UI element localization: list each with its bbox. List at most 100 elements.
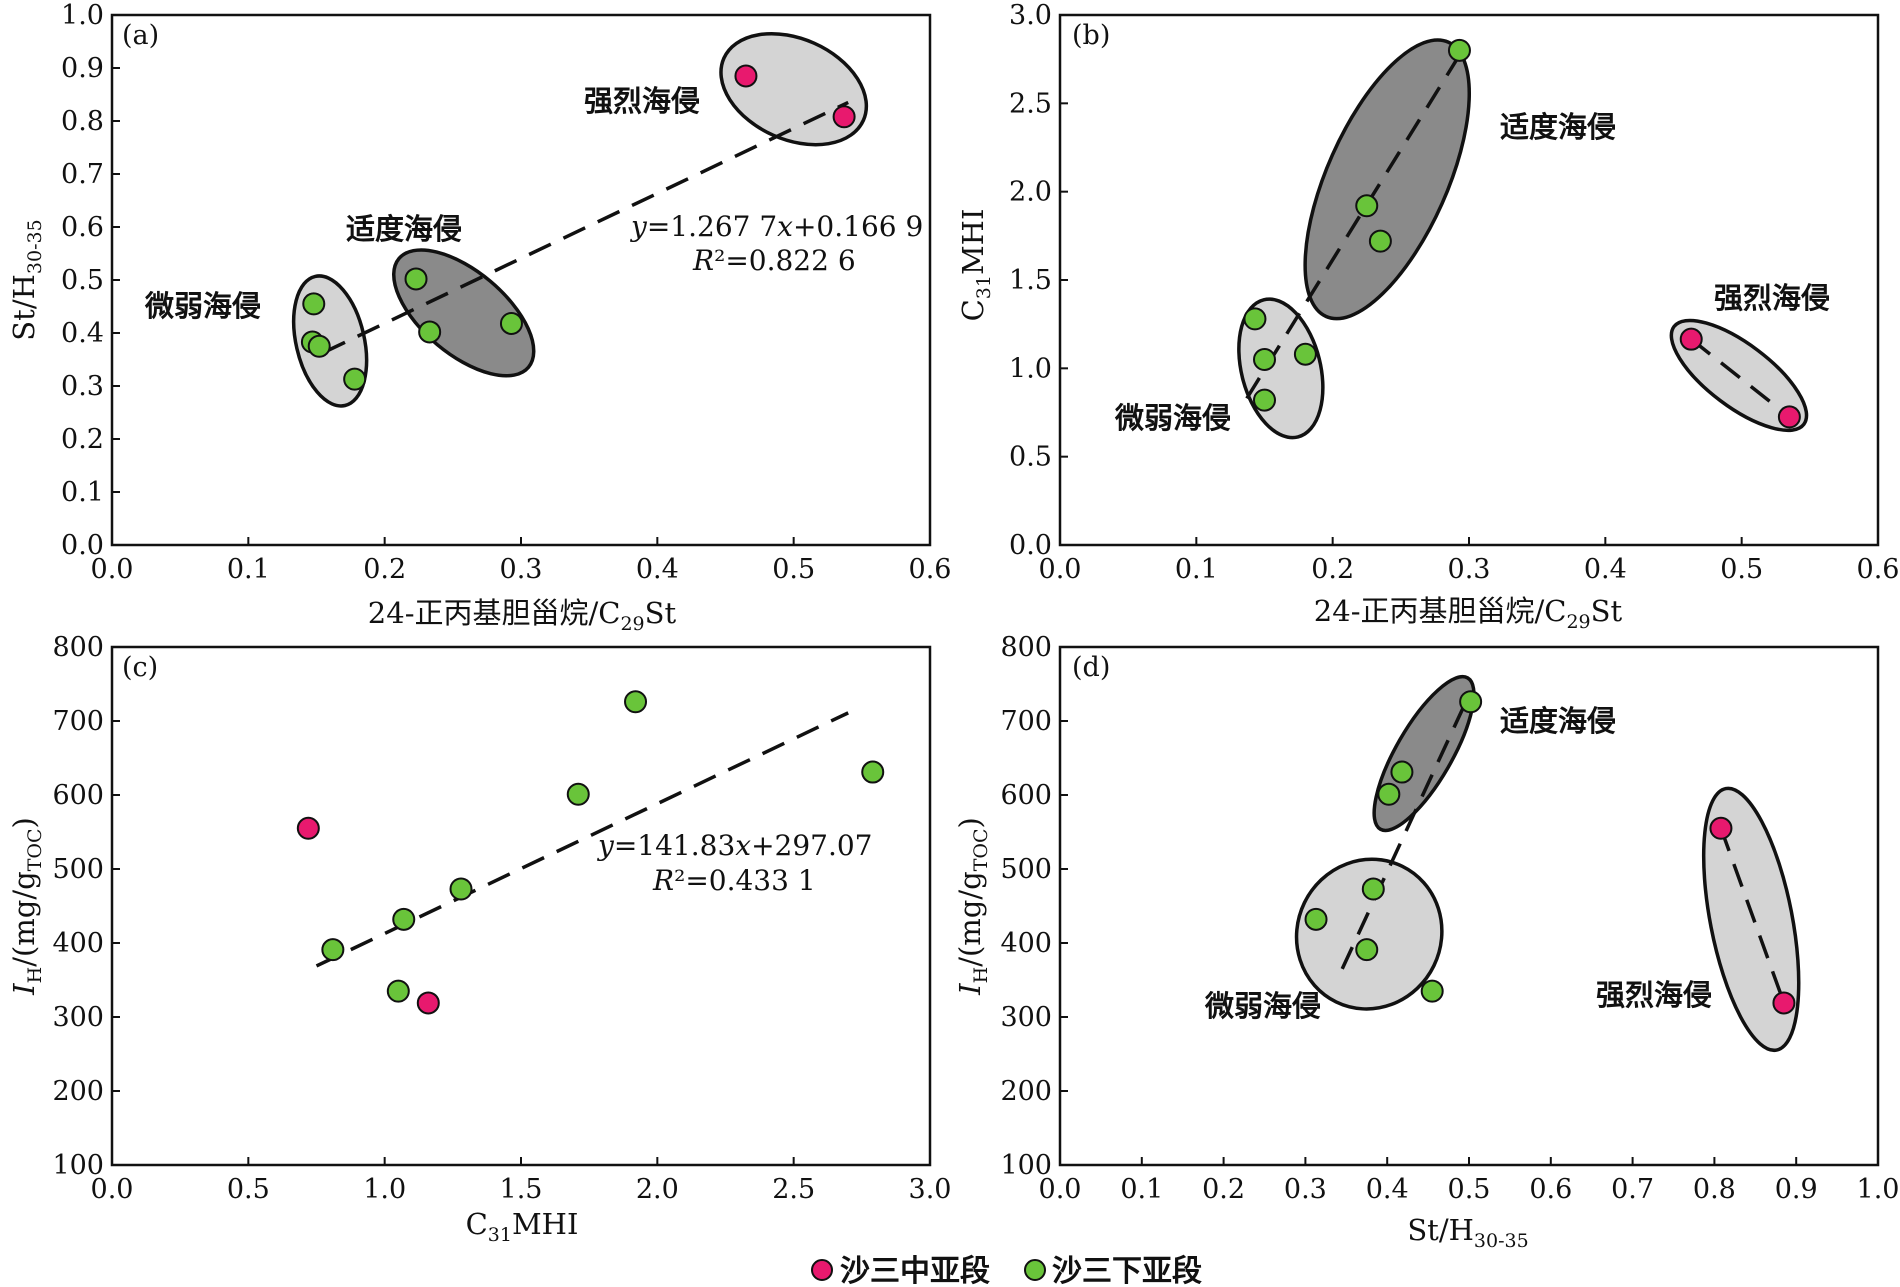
panel-d-ylabel: IH/(mg/gTOC) xyxy=(953,817,992,996)
panel-b-point-lower-3 xyxy=(1293,342,1317,366)
panel-c-point-middle-1 xyxy=(416,991,440,1015)
panel-a-xtick-label: 0.4 xyxy=(636,554,679,585)
panel-d-group-strong: 强烈海侵 xyxy=(1596,978,1712,1012)
panel-c: 0.0 0.5 1.0 1.5 2.0 2.5 3.0 100 200 300 400 500 600… xyxy=(7,632,951,1246)
panel-b-group-moderate: 适度海侵 xyxy=(1500,110,1616,144)
panel-b-point-middle-0 xyxy=(1679,327,1703,351)
panel-c-equation: y=141.83x+297.07 xyxy=(596,829,873,862)
panel-d-xtick-label: 0.3 xyxy=(1284,1174,1327,1205)
panel-a-ytick-label: 1.0 xyxy=(61,0,104,31)
panel-d-point-middle-0 xyxy=(1709,816,1733,840)
panel-d-xtick-label: 0.4 xyxy=(1366,1174,1409,1205)
panel-a-point-middle-0 xyxy=(734,64,758,88)
panel-d-ytick-label: 200 xyxy=(1000,1076,1052,1107)
panel-c-point-lower-5 xyxy=(624,690,648,714)
panel-b-point-middle-1 xyxy=(1777,405,1801,429)
panel-b-xtick-label: 0.0 xyxy=(1039,554,1082,585)
panel-b-ylabel: C31MHI xyxy=(956,209,995,322)
legend-label-lower: 沙三下亚段 xyxy=(1052,1254,1202,1287)
panel-a-xlabel: 24-正丙基胆甾烷/C29St xyxy=(368,596,677,635)
panel-d-ytick-label: 600 xyxy=(1000,780,1052,811)
panel-a-xtick-label: 0.2 xyxy=(363,554,406,585)
panel-a-trendline-0 xyxy=(322,100,849,355)
panel-a-ytick-label: 0.5 xyxy=(61,265,104,296)
panel-a-ytick-label: 0.1 xyxy=(61,477,104,508)
panel-b-point-lower-4 xyxy=(1355,194,1379,218)
panel-b-point-lower-6 xyxy=(1447,38,1471,62)
panel-c-ytick-label: 500 xyxy=(52,854,104,885)
panel-d-xtick-label: 0.8 xyxy=(1693,1174,1736,1205)
panel-d-xtick-label: 0.1 xyxy=(1120,1174,1163,1205)
panel-a-ytick-label: 0.3 xyxy=(61,371,104,402)
panel-d-point-lower-6 xyxy=(1459,690,1483,714)
panel-c-ytick-label: 700 xyxy=(52,706,104,737)
panel-b-ytick-label: 1.5 xyxy=(1009,265,1052,296)
panel-b: 0.0 0.1 0.2 0.3 0.4 0.5 0.6 0.0 0.5 1.0 1.5 2.0 2.5… xyxy=(956,0,1899,633)
panel-a-group-ellipse-1 xyxy=(391,248,536,378)
panel-a-group-ellipse-0 xyxy=(291,274,369,408)
panel-b-xtick-label: 0.2 xyxy=(1311,554,1354,585)
panel-a-point-lower-6 xyxy=(499,311,523,335)
panel-a-group-moderate: 适度海侵 xyxy=(346,212,462,246)
panel-c-ytick-label: 300 xyxy=(52,1002,104,1033)
panel-c-xtick-label: 3.0 xyxy=(909,1174,952,1205)
panel-d-xtick-label: 0.7 xyxy=(1611,1174,1654,1205)
panel-d: 0.0 0.1 0.2 0.3 0.4 0.5 0.6 0.7 0.8 0.9 1.0 100 200… xyxy=(953,632,1899,1252)
panel-d-xtick-label: 0.5 xyxy=(1448,1174,1491,1205)
panel-c-label: (c) xyxy=(122,652,158,683)
panel-d-point-lower-4 xyxy=(1390,760,1414,784)
panel-a-point-lower-3 xyxy=(343,367,367,391)
panel-b-ytick-label: 3.0 xyxy=(1009,0,1052,31)
panel-d-trendline-0 xyxy=(1340,694,1471,970)
panel-c-ytick-label: 100 xyxy=(52,1150,104,1181)
panel-b-trendline-1 xyxy=(1690,337,1791,419)
panel-a-point-middle-1 xyxy=(832,105,856,129)
panel-d-point-lower-1 xyxy=(1355,938,1379,962)
panel-b-xtick-label: 0.5 xyxy=(1720,554,1763,585)
panel-a-ytick-label: 0.6 xyxy=(61,212,104,243)
panel-a-point-lower-2 xyxy=(307,334,331,358)
panel-b-xlabel: 24-正丙基胆甾烷/C29St xyxy=(1314,594,1623,633)
panel-d-group-ellipse-0 xyxy=(1294,857,1444,1011)
panel-a-ytick-label: 0.9 xyxy=(61,53,104,84)
panel-d-group-weak: 微弱海侵 xyxy=(1204,989,1321,1023)
panel-c-point-lower-6 xyxy=(861,760,885,784)
panel-b-group-strong: 强烈海侵 xyxy=(1714,281,1830,315)
panel-c-r2: R²=0.433 1 xyxy=(652,864,816,897)
panel-a-xtick-label: 0.6 xyxy=(909,554,952,585)
panel-d-xlabel: St/H30-35 xyxy=(1407,1213,1528,1252)
panel-d-ytick-label: 100 xyxy=(1000,1150,1052,1181)
panel-c-xtick-label: 1.0 xyxy=(363,1174,406,1205)
panel-d-xtick-label: 0.6 xyxy=(1529,1174,1572,1205)
panel-a-r2: R²=0.822 6 xyxy=(692,244,856,277)
panel-d-point-middle-1 xyxy=(1772,991,1796,1015)
panel-b-trendline-0 xyxy=(1245,47,1466,400)
panel-a-xtick-label: 0.5 xyxy=(772,554,815,585)
panel-a-ylabel: St/H30-35 xyxy=(7,219,46,340)
panel-b-group-ellipse-1 xyxy=(1303,38,1472,321)
panel-a: 0.0 0.1 0.2 0.3 0.4 0.5 0.6 0.0 0.1 0.2 0.3 0.4 0.5… xyxy=(7,0,951,635)
panel-c-point-lower-1 xyxy=(386,979,410,1003)
panel-c-xtick-label: 2.5 xyxy=(772,1174,815,1205)
panel-d-xtick-label: 0.9 xyxy=(1775,1174,1818,1205)
panel-a-group-strong: 强烈海侵 xyxy=(584,84,700,118)
legend-marker-lower xyxy=(1024,1259,1046,1281)
panel-c-xlabel: C31MHI xyxy=(466,1207,579,1246)
legend: 沙三中亚段 沙三下亚段 xyxy=(811,1254,1202,1287)
panel-d-trendline-1 xyxy=(1719,827,1786,1004)
panel-c-point-middle-0 xyxy=(296,816,320,840)
panel-b-xtick-label: 0.3 xyxy=(1448,554,1491,585)
panel-d-xtick-label: 0.2 xyxy=(1202,1174,1245,1205)
panel-a-point-lower-1 xyxy=(302,292,326,316)
panel-b-ytick-label: 2.5 xyxy=(1009,88,1052,119)
panel-b-point-lower-2 xyxy=(1253,388,1276,412)
panel-d-point-lower-3 xyxy=(1377,782,1401,806)
panel-b-ytick-label: 0.0 xyxy=(1009,530,1052,561)
legend-label-middle: 沙三中亚段 xyxy=(840,1254,990,1287)
panel-a-xtick-label: 0.3 xyxy=(500,554,543,585)
panel-b-group-weak: 微弱海侵 xyxy=(1114,401,1231,435)
panel-b-ytick-label: 0.5 xyxy=(1009,442,1052,473)
panel-c-ytick-label: 200 xyxy=(52,1076,104,1107)
panel-a-point-lower-5 xyxy=(418,320,442,344)
